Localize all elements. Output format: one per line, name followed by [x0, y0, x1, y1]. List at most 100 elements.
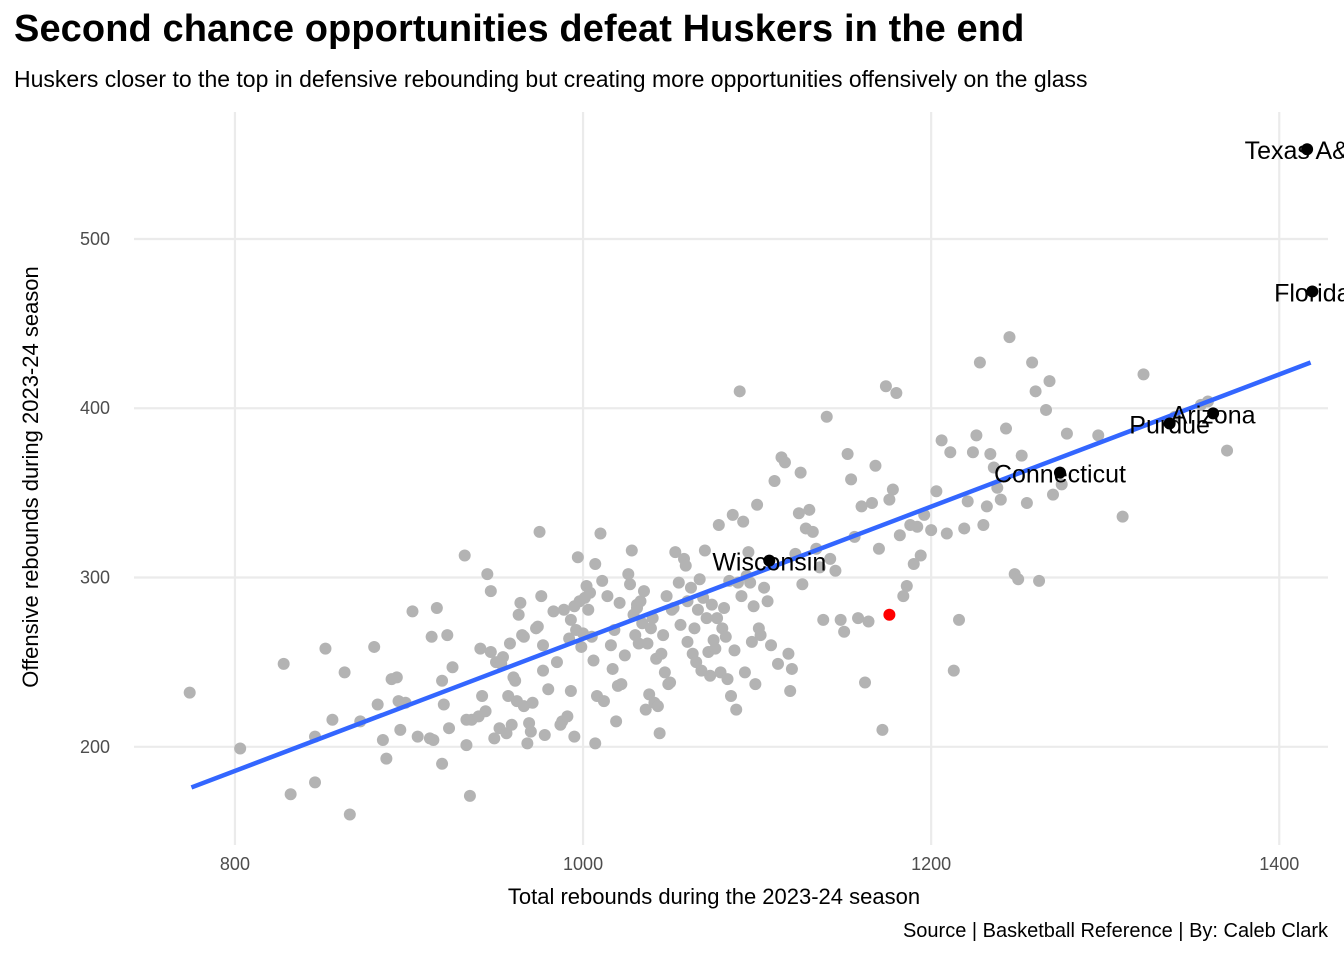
- team-point: [944, 446, 957, 459]
- team-point: [531, 620, 544, 633]
- team-point: [980, 500, 993, 513]
- team-point: [596, 574, 609, 587]
- team-point: [664, 676, 677, 689]
- team-point: [1020, 497, 1033, 510]
- team-point: [542, 683, 555, 696]
- team-point: [693, 573, 706, 586]
- team-label: Connecticut: [994, 461, 1126, 489]
- team-point: [834, 613, 847, 626]
- team-point: [737, 515, 750, 528]
- team-label: Texas A&M: [1245, 137, 1344, 165]
- team-point: [930, 485, 943, 498]
- team-point: [1116, 510, 1129, 523]
- team-point: [437, 698, 450, 711]
- team-point: [644, 622, 657, 635]
- team-point: [794, 466, 807, 479]
- team-point: [824, 552, 837, 565]
- team-point: [1026, 356, 1039, 369]
- team-point: [721, 673, 734, 686]
- team-point: [505, 718, 518, 731]
- highlight-team-point: [763, 554, 776, 567]
- team-point: [658, 666, 671, 679]
- team-point: [719, 630, 732, 643]
- team-point: [761, 595, 774, 608]
- team-point: [1000, 422, 1013, 435]
- team-point: [183, 686, 196, 699]
- team-point: [869, 459, 882, 472]
- team-point: [705, 598, 718, 611]
- team-point: [695, 664, 708, 677]
- team-point: [987, 461, 1000, 474]
- team-point: [394, 723, 407, 736]
- team-point: [550, 656, 563, 669]
- team-point: [872, 542, 885, 555]
- team-point: [277, 657, 290, 670]
- trend-layer: [190, 360, 1312, 790]
- team-point: [758, 581, 771, 594]
- team-point: [994, 493, 1007, 506]
- team-point: [613, 596, 626, 609]
- team-point: [966, 446, 979, 459]
- team-point: [855, 500, 868, 513]
- team-point: [865, 497, 878, 510]
- team-point: [594, 527, 607, 540]
- team-point: [390, 671, 403, 684]
- team-point: [561, 710, 574, 723]
- x-axis-title: Total rebounds during the 2023-24 season: [508, 884, 920, 909]
- y-tick-label: 500: [80, 229, 110, 249]
- team-point: [606, 662, 619, 675]
- team-point: [730, 703, 743, 716]
- team-point: [1137, 368, 1150, 381]
- team-point: [778, 456, 791, 469]
- team-point: [669, 546, 682, 559]
- team-label: Florida: [1274, 279, 1344, 307]
- x-tick-label: 1400: [1259, 854, 1299, 874]
- team-point: [571, 551, 584, 564]
- team-point: [733, 385, 746, 398]
- team-point: [610, 715, 623, 728]
- team-point: [803, 503, 816, 516]
- team-point: [615, 678, 628, 691]
- nebraska-point: [883, 608, 896, 621]
- team-point: [674, 618, 687, 631]
- team-point: [526, 696, 539, 709]
- team-point: [883, 493, 896, 506]
- team-point: [503, 637, 516, 650]
- team-point: [582, 603, 595, 616]
- team-point: [636, 617, 649, 630]
- highlight-team-point: [1207, 407, 1220, 420]
- team-point: [589, 557, 602, 570]
- team-point: [479, 705, 492, 718]
- team-point: [425, 630, 438, 643]
- team-point: [371, 698, 384, 711]
- team-point: [679, 559, 692, 572]
- team-point: [1029, 385, 1042, 398]
- team-point: [785, 662, 798, 675]
- team-point: [521, 737, 534, 750]
- team-point: [564, 684, 577, 697]
- team-point: [958, 522, 971, 535]
- team-point: [845, 473, 858, 486]
- team-point: [691, 603, 704, 616]
- team-label: Purdue: [1129, 411, 1210, 439]
- team-point: [641, 637, 654, 650]
- y-tick-label: 300: [80, 568, 110, 588]
- team-point: [1043, 375, 1056, 388]
- team-point: [547, 605, 560, 618]
- team-point: [718, 602, 731, 615]
- team-point: [841, 447, 854, 460]
- team-point: [618, 649, 631, 662]
- trend-line: [190, 360, 1312, 790]
- team-point: [517, 630, 530, 643]
- team-point: [704, 669, 717, 682]
- team-point: [984, 447, 997, 460]
- team-point: [651, 700, 664, 713]
- team-point: [406, 605, 419, 618]
- team-point: [538, 728, 551, 741]
- y-tick-label: 400: [80, 398, 110, 418]
- team-point: [973, 356, 986, 369]
- team-point: [284, 788, 297, 801]
- team-point: [463, 789, 476, 802]
- team-point: [509, 674, 522, 687]
- team-point: [829, 564, 842, 577]
